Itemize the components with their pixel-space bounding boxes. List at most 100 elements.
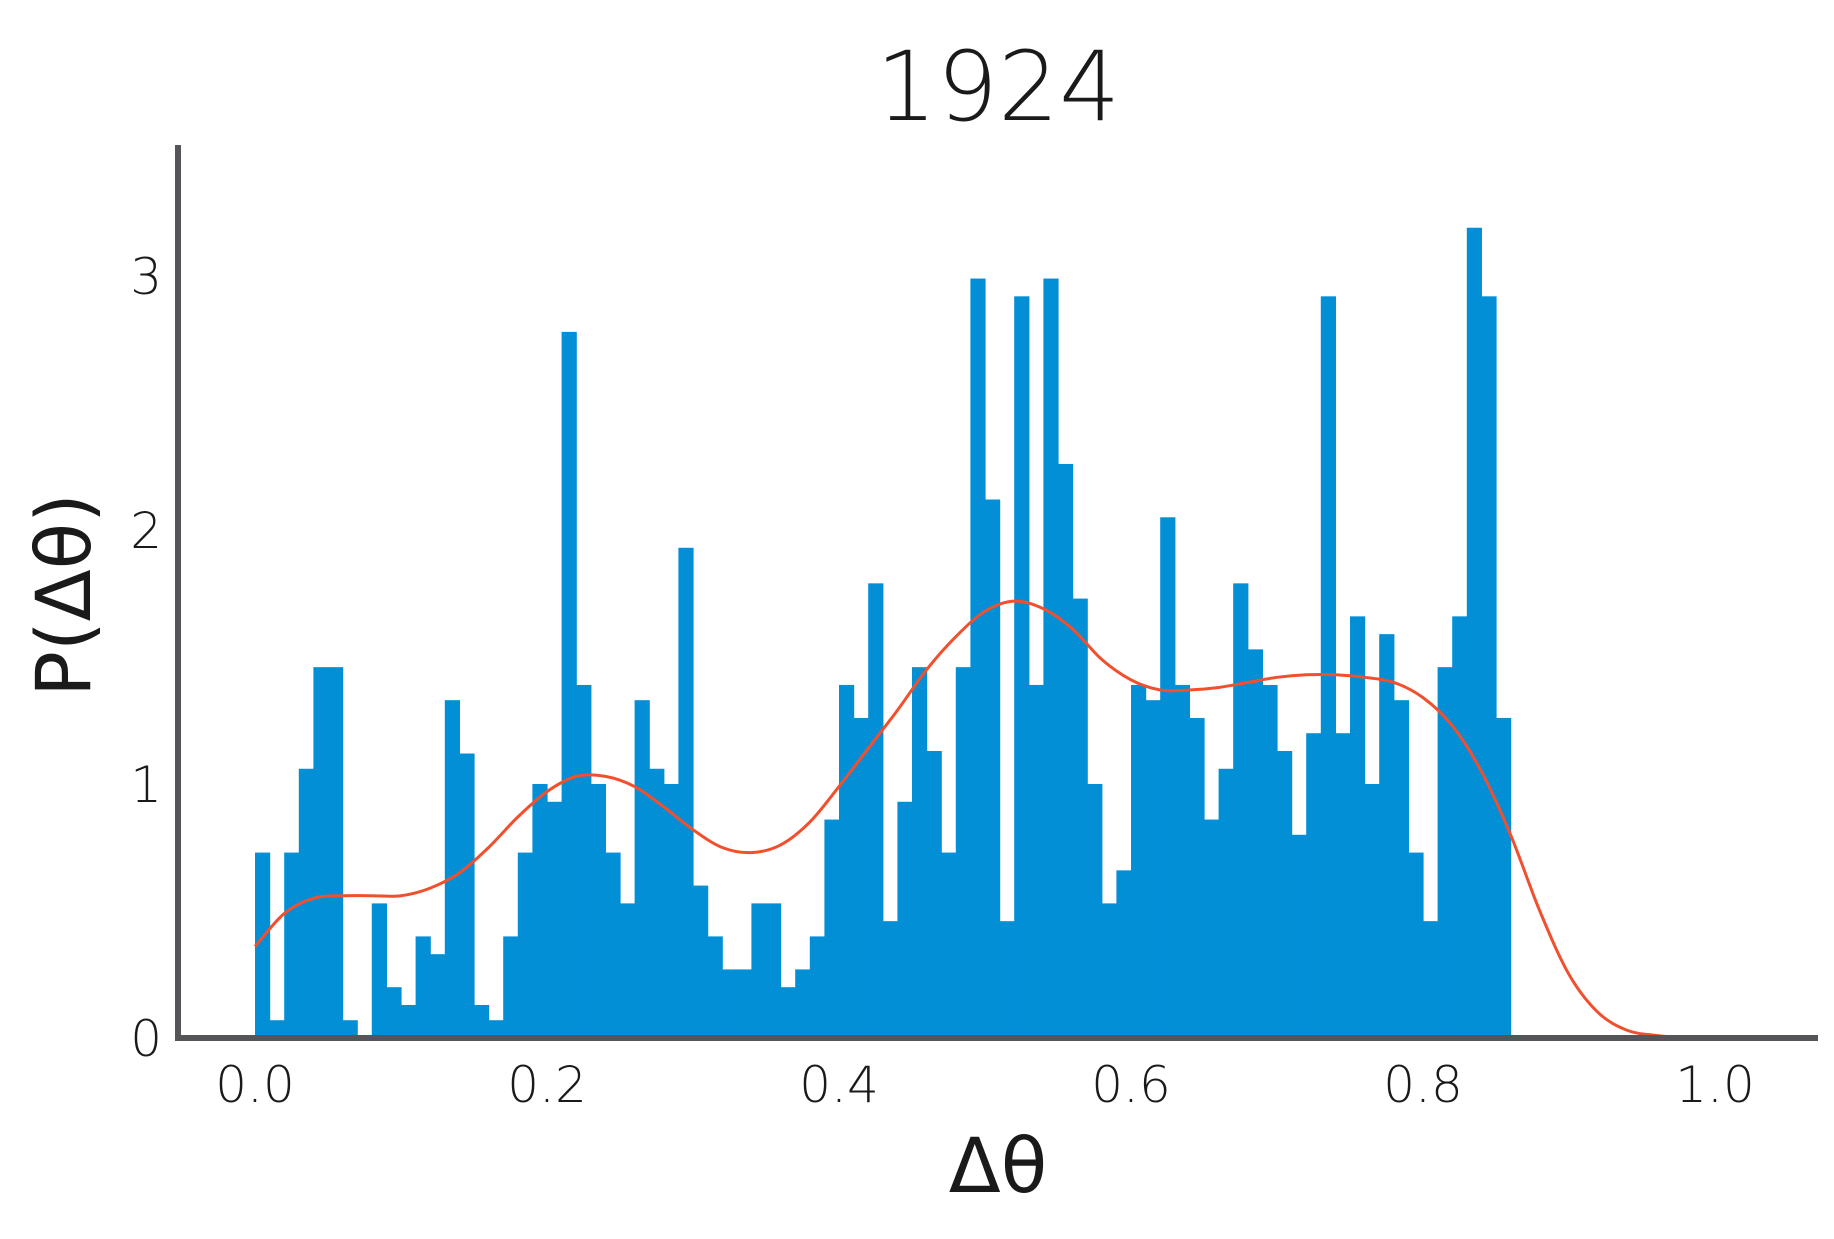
histogram-bar bbox=[1145, 700, 1161, 1038]
histogram-bar bbox=[1262, 684, 1278, 1038]
x-tick-label: 0.0 bbox=[215, 1056, 295, 1114]
histogram-bar bbox=[663, 784, 679, 1038]
histogram-bar bbox=[517, 852, 533, 1038]
histogram-bar bbox=[707, 936, 723, 1038]
histogram-bar bbox=[1496, 717, 1512, 1038]
histogram-bar bbox=[1335, 733, 1351, 1038]
x-tick-label: 1.0 bbox=[1675, 1056, 1755, 1114]
histogram-bar bbox=[1437, 667, 1453, 1038]
histogram-bar bbox=[401, 1004, 417, 1038]
histogram-bar bbox=[444, 700, 460, 1038]
histogram-bar bbox=[985, 499, 1001, 1038]
x-tick-labels: 0.0 0.2 0.4 0.6 0.8 1.0 bbox=[215, 1056, 1755, 1114]
histogram-bar bbox=[590, 784, 606, 1038]
histogram-bars bbox=[255, 227, 1512, 1039]
histogram-bar bbox=[926, 750, 942, 1038]
histogram-bar bbox=[941, 852, 957, 1038]
histogram-bar bbox=[766, 903, 782, 1038]
x-tick-label: 0.2 bbox=[507, 1056, 587, 1114]
x-tick-label: 0.4 bbox=[799, 1056, 879, 1114]
histogram-bar bbox=[780, 987, 796, 1038]
histogram-bar bbox=[649, 768, 665, 1038]
histogram-bar bbox=[1423, 921, 1439, 1038]
histogram-bar bbox=[736, 969, 752, 1038]
histogram-bar bbox=[561, 331, 577, 1038]
histogram-bar bbox=[532, 784, 548, 1038]
histogram-bar bbox=[1393, 700, 1409, 1038]
y-axis-label: P(Δθ) bbox=[19, 493, 108, 697]
histogram-bar bbox=[503, 936, 519, 1038]
x-axis-label: Δθ bbox=[949, 1121, 1048, 1210]
histogram-bar bbox=[1408, 852, 1424, 1038]
histogram-bar bbox=[328, 667, 344, 1038]
histogram-bar bbox=[1101, 903, 1117, 1038]
histogram-bar bbox=[620, 903, 636, 1038]
histogram-bar bbox=[999, 921, 1015, 1038]
y-tick-label: 3 bbox=[130, 248, 162, 306]
y-tick-labels: 0 1 2 3 bbox=[130, 248, 162, 1068]
histogram-bar bbox=[824, 819, 840, 1038]
x-tick-label: 0.8 bbox=[1383, 1056, 1463, 1114]
histogram-bar bbox=[1028, 684, 1044, 1038]
histogram-bar bbox=[474, 1004, 490, 1038]
histogram-bar bbox=[1320, 296, 1336, 1038]
histogram-bar bbox=[255, 852, 271, 1038]
histogram-bar bbox=[868, 583, 884, 1038]
histogram-bar bbox=[415, 936, 431, 1038]
histogram-bar bbox=[1452, 616, 1468, 1038]
kde-curve bbox=[253, 599, 1686, 1040]
histogram-bar bbox=[795, 969, 811, 1038]
histogram-bar bbox=[1291, 834, 1307, 1038]
histogram-bar bbox=[488, 1020, 504, 1038]
histogram-bar bbox=[386, 987, 402, 1038]
histogram-bar bbox=[809, 936, 825, 1038]
histogram-bar bbox=[576, 684, 592, 1038]
histogram-bar bbox=[342, 1020, 358, 1038]
histogram-bar bbox=[1204, 819, 1220, 1038]
histogram-bar bbox=[269, 1020, 285, 1038]
histogram-bar bbox=[547, 801, 563, 1038]
histogram-bar bbox=[1043, 278, 1059, 1038]
histogram-bar bbox=[1233, 583, 1249, 1038]
histogram-bar bbox=[1189, 717, 1205, 1038]
histogram-bar bbox=[1364, 784, 1380, 1038]
histogram-bar bbox=[1306, 733, 1322, 1038]
histogram-bar bbox=[853, 717, 869, 1038]
histogram-bar bbox=[955, 667, 971, 1038]
histogram-bar bbox=[371, 903, 387, 1038]
histogram-bar bbox=[1350, 616, 1366, 1038]
histogram-bar bbox=[1379, 634, 1395, 1038]
y-tick-label: 2 bbox=[130, 502, 162, 560]
histogram-bar bbox=[605, 852, 621, 1038]
histogram-bar bbox=[1131, 684, 1147, 1038]
histogram-bar bbox=[1466, 227, 1482, 1039]
histogram-bar bbox=[430, 954, 446, 1038]
histogram-bar bbox=[912, 667, 928, 1038]
kde-curve-layer bbox=[253, 599, 1686, 1040]
histogram-bar bbox=[1014, 296, 1030, 1038]
histogram-bar bbox=[751, 903, 767, 1038]
histogram-bar bbox=[284, 852, 300, 1038]
histogram-bar bbox=[1087, 784, 1103, 1038]
chart-title: 1924 bbox=[876, 31, 1120, 143]
x-tick-label: 0.6 bbox=[1091, 1056, 1171, 1114]
histogram-bar bbox=[1277, 750, 1293, 1038]
histogram-bar bbox=[678, 547, 694, 1038]
histogram-bar bbox=[1218, 768, 1234, 1038]
histogram-bar bbox=[882, 921, 898, 1038]
histogram-bar bbox=[634, 700, 650, 1038]
histogram-bar bbox=[722, 969, 738, 1038]
histogram-bar bbox=[897, 801, 913, 1038]
histogram-bar bbox=[1116, 870, 1132, 1038]
histogram-bar bbox=[313, 667, 329, 1038]
histogram-bar bbox=[1072, 598, 1088, 1038]
histogram-bar bbox=[970, 278, 986, 1038]
histogram-bar bbox=[839, 684, 855, 1038]
histogram-bar bbox=[298, 768, 314, 1038]
histogram-bar bbox=[1247, 649, 1263, 1038]
y-tick-label: 1 bbox=[130, 756, 162, 814]
histogram-bar bbox=[1481, 296, 1497, 1038]
histogram-bar bbox=[1160, 517, 1176, 1038]
